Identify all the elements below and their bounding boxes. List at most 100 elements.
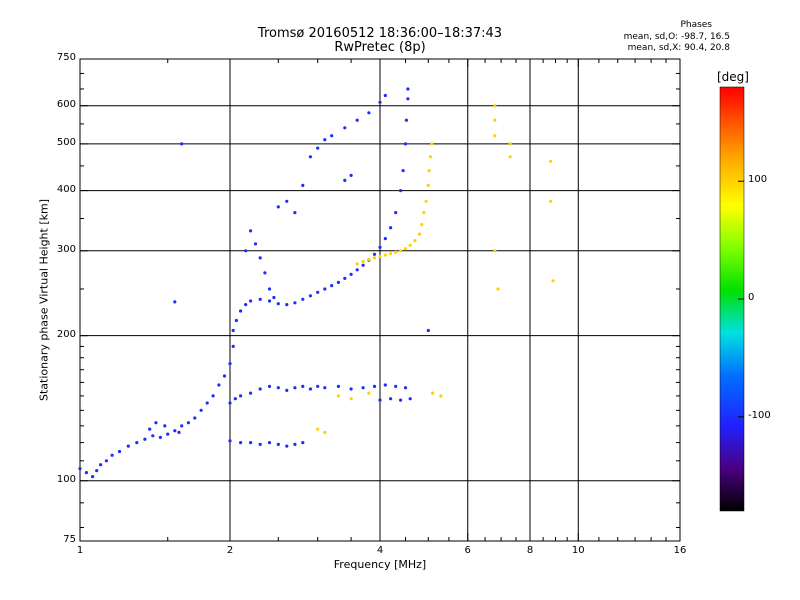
data-point (84, 471, 88, 475)
data-point (231, 328, 235, 333)
data-point (239, 309, 243, 313)
data-point (143, 437, 147, 441)
data-point (173, 300, 177, 304)
data-point (228, 362, 232, 366)
data-point (349, 387, 353, 391)
data-point (549, 159, 553, 163)
data-point (372, 256, 377, 260)
data-point (394, 211, 398, 215)
data-point (258, 256, 262, 260)
data-point (336, 280, 340, 284)
data-point (493, 118, 497, 122)
data-point (205, 401, 209, 405)
chart-subtitle: RwPretec (8p) (334, 40, 426, 55)
data-point (104, 459, 108, 463)
data-point (158, 435, 162, 439)
x-tick-label: 1 (76, 545, 84, 556)
data-point (413, 239, 417, 243)
data-point (301, 183, 305, 187)
data-point (426, 328, 430, 333)
data-point (404, 118, 408, 122)
colorbar-tick-label: 0 (748, 292, 755, 303)
data-point (372, 384, 377, 388)
data-point (401, 169, 405, 173)
data-point (173, 429, 177, 433)
data-point (180, 424, 184, 428)
data-point (316, 290, 320, 294)
data-point (417, 232, 422, 236)
data-point (378, 245, 382, 249)
data-point (148, 427, 152, 431)
data-point (239, 441, 243, 445)
data-point (343, 178, 347, 182)
data-point (163, 424, 167, 428)
data-point (308, 387, 312, 391)
data-point (408, 243, 412, 247)
data-point (389, 252, 393, 256)
data-point (367, 257, 371, 261)
data-point (234, 318, 238, 323)
data-point (267, 299, 272, 303)
data-point (323, 430, 327, 434)
data-point (267, 441, 272, 445)
axis-ticks (79, 58, 681, 541)
colorbar-tick-label: 100 (748, 174, 768, 186)
data-point (231, 344, 235, 348)
data-point (244, 303, 248, 307)
data-point (422, 211, 426, 215)
data-point (154, 421, 158, 425)
data-point (272, 295, 276, 300)
data-point (403, 247, 408, 251)
y-tick-label: 100 (56, 473, 76, 485)
data-point (508, 155, 512, 159)
data-point (323, 386, 327, 390)
data-point (249, 299, 253, 303)
y-tick-label: 500 (56, 136, 76, 148)
data-point (367, 391, 371, 395)
y-tick-label: 300 (56, 243, 76, 255)
data-point (403, 142, 408, 146)
data-point (249, 441, 253, 445)
data-point (293, 301, 297, 305)
data-point (323, 287, 327, 291)
data-point (244, 249, 248, 253)
data-point (399, 189, 403, 193)
data-point (233, 397, 237, 401)
data-point (301, 384, 305, 388)
data-point (249, 229, 253, 233)
data-point (135, 441, 139, 445)
colorbar-unit-label: [deg] (717, 70, 749, 84)
data-point (361, 263, 365, 267)
data-point (285, 199, 289, 203)
x-tick-label: 4 (376, 545, 384, 556)
data-point (293, 386, 297, 390)
data-point (439, 394, 443, 398)
data-point (343, 126, 347, 130)
x-tick-label: 2 (226, 545, 234, 556)
data-point (239, 394, 243, 398)
data-point (349, 173, 353, 177)
data-point (349, 272, 353, 276)
data-point (117, 449, 122, 454)
data-point (228, 439, 232, 443)
data-point (285, 388, 289, 392)
data-point (493, 104, 497, 108)
data-point (316, 146, 320, 150)
data-point (276, 442, 280, 446)
data-point (424, 199, 428, 203)
x-tick-label: 8 (526, 545, 534, 556)
data-point (336, 394, 340, 398)
data-point (249, 391, 253, 395)
chart-title: Tromsø 20160512 18:36:00–18:37:43 (257, 26, 503, 41)
data-point (361, 259, 365, 264)
data-point (330, 284, 334, 288)
phases-x-line: mean, sd,X: 90.4, 20.8 (627, 43, 730, 53)
phases-title: Phases (680, 20, 712, 30)
y-tick-label: 750 (56, 52, 76, 63)
grid-lines (80, 59, 680, 541)
data-point (258, 442, 262, 446)
data-point (389, 397, 393, 401)
x-tick-label: 10 (571, 545, 585, 556)
data-point (378, 254, 382, 259)
data-point (151, 434, 155, 438)
